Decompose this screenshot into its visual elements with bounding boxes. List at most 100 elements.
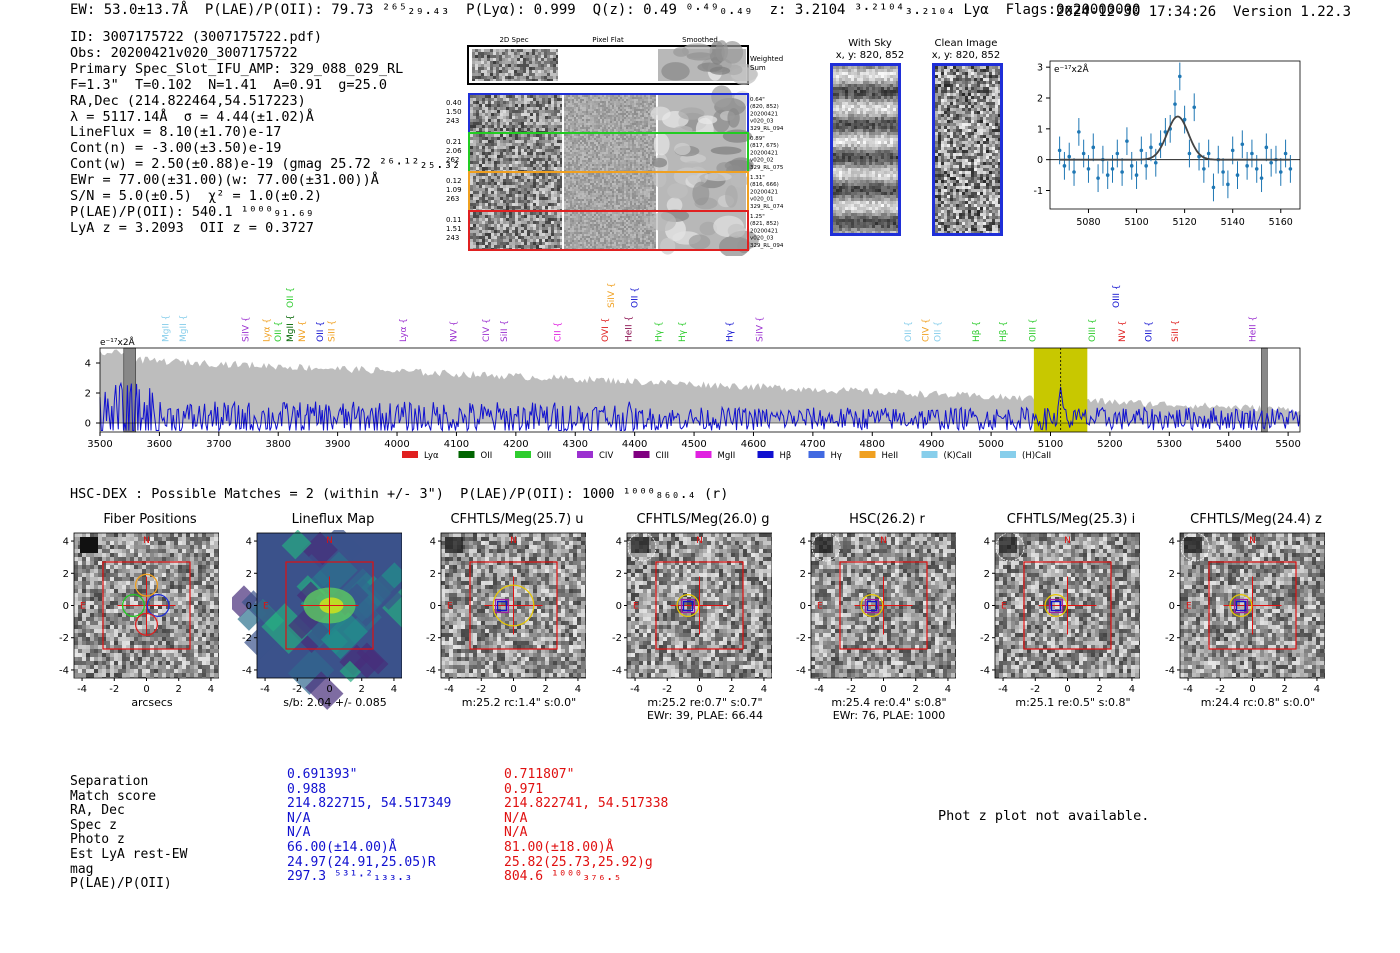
fit-point [1211,185,1216,190]
fit-point [1264,145,1269,150]
cutout-xtick-label: -4 [630,684,640,695]
spectrum-line-label: Hβ { [972,321,982,342]
cutout-image [627,533,772,678]
fit-point [1226,182,1230,187]
clean-image [935,66,1001,234]
cutout-xtick-label: -4 [814,684,824,695]
legend-label: CIII [656,451,669,461]
cutout-ytick-label: 0 [1169,601,1175,612]
cutout-caption: m:25.1 re:0.5" s:0.8" [1015,696,1131,709]
cutout-xtick-label: 2 [729,684,735,695]
fit-xtick-label: 5140 [1221,217,1245,228]
match-marker-purple [680,598,696,614]
spectrum-xtick-label: 4000 [384,439,409,450]
spectrum-ytick-label: 4 [85,359,91,370]
fit-point [1134,173,1139,177]
cutout-ytick-label: -4 [242,665,252,676]
cutout-xtick-label: -2 [476,684,486,695]
cutout-ytick-label: -4 [612,665,622,676]
spectrum-line [99,381,1301,433]
match-label: Match score [70,788,157,804]
cutout-row-meta: 20200421 [750,189,778,195]
fit-point [1235,173,1240,177]
lineflux-patch [241,590,276,625]
cutout-ytick-label: -2 [980,633,990,644]
cutout-ytick-label: -2 [426,633,436,644]
spectrum-xtick-label: 5100 [1038,439,1063,450]
spectrum-line-label: NV { [449,321,459,342]
cutout-caption: m:25.4 re:0.4" s:0.8" [831,696,947,709]
spectrum-line-label: OIII { [1029,318,1039,342]
bright-source [445,537,463,553]
cutout-row-stat: 243 [446,234,459,242]
cutout-smoothed [648,85,752,142]
fit-ylabel: e⁻¹⁷x2Å [1054,63,1090,75]
weighted-sum-label: Weighted [750,55,783,63]
cutout-row-meta: (821, 852) [750,221,779,227]
spectrum-line-label: MgII { [286,315,296,342]
match-2-value: N/A [504,825,528,841]
match-1-value: 66.00(±14.00)Å [287,839,397,855]
match-marker-blue [1050,600,1062,612]
cutout-row-stat: 0.40 [446,99,462,107]
spectrum-line-label: CIV { [482,318,492,342]
legend-swatch [402,451,418,458]
spectrum-upper-label: OII { [631,287,641,308]
cutout-xtick-label: -4 [444,684,454,695]
cutout-ytick-label: 0 [800,601,806,612]
info-line: Obs: 20200421v020_3007175722 [70,44,298,61]
spectrum-xtick-label: 4400 [622,439,647,450]
match-marker-blue [1235,600,1247,612]
cutout-ytick-label: -4 [980,665,990,676]
aperture-box [839,561,928,650]
fit-point [1057,148,1062,153]
full-spectrum-plot: 3500 3600 3700 3800 3900 4000 4100 4200 4300 4400… [85,282,1301,461]
spectrum-error-envelope [100,349,1300,423]
cutout-2d-spec [470,173,562,210]
cutout-caption: arcsecs [131,696,173,709]
fit-point [1120,170,1124,174]
spectrum-xtick-label: 5300 [1157,439,1182,450]
cutout-xtick-label: 2 [913,684,919,695]
legend-swatch [859,451,876,458]
spectrum-line-label: CIV { [922,318,932,342]
info-line: LyA z = 3.2093 OII z = 0.3727 [70,219,314,236]
fit-point [1240,142,1245,147]
cutout-ytick-label: -4 [796,665,806,676]
spectrum-xtick-label: 3700 [206,439,231,450]
imaging-cutouts: Fiber Positions N E -4 -4 -2 -2 0 0 2 2 4 4 arcsecs Li… [0,510,1400,730]
cutout-row-stat: 263 [446,195,459,203]
fiber-circle [146,593,170,618]
match-1-column: 0.691393" 0.988 214.822715, 54.517349 N/A N/… [287,767,451,885]
cutout-caption-2: EWr: 76, PLAE: 1000 [832,709,946,722]
fit-ytick-label: 2 [1037,94,1043,105]
photz-message: Phot z plot not available. [938,808,1150,824]
info-line: Cont(w) = 2.50(±0.88)e-19 (gmag 25.72 ²⁶… [70,156,485,173]
detection-info: ID: 3007175722 (3007175722.pdf) Obs: 202… [70,29,485,237]
legend-label: Lyα [424,451,439,461]
cutout-row-meta: 329_RL_074 [750,204,784,210]
cutout-xtick-label: 4 [761,684,767,695]
aperture-box [285,561,374,650]
east-label: E [633,602,639,612]
match-1-value: 24.97(24.91,25.05)R [287,854,436,870]
cutout-xtick-label: 4 [208,684,214,695]
spectrum-line-label: OVI { [601,318,611,342]
cutout-row-meta: 0.64" [750,97,765,103]
cutout-frame [810,532,956,679]
cutout-xtick-label: 4 [1314,684,1320,695]
spectrum-line-label: NV { [298,321,308,342]
east-label: E [1001,602,1007,612]
cutout-xtick-label: -2 [662,684,672,695]
lineflux-patch [304,671,344,710]
spectrum-xtick-label: 5500 [1275,439,1300,450]
fit-point [1091,145,1096,150]
cutout-xtick-label: -4 [1183,684,1193,695]
info-line: S/N = 5.0(±0.5) χ² = 1.0(±0.2) [70,188,322,205]
spectrum-ylabel: e⁻¹⁷x2Å [100,336,136,348]
cutout-row-meta: 20200421 [750,228,778,234]
fit-point [1182,117,1187,122]
cutout-image [74,533,219,678]
cutout-col-header: Smoothed [682,36,718,44]
cutout-row-stat: 2.06 [446,147,462,155]
